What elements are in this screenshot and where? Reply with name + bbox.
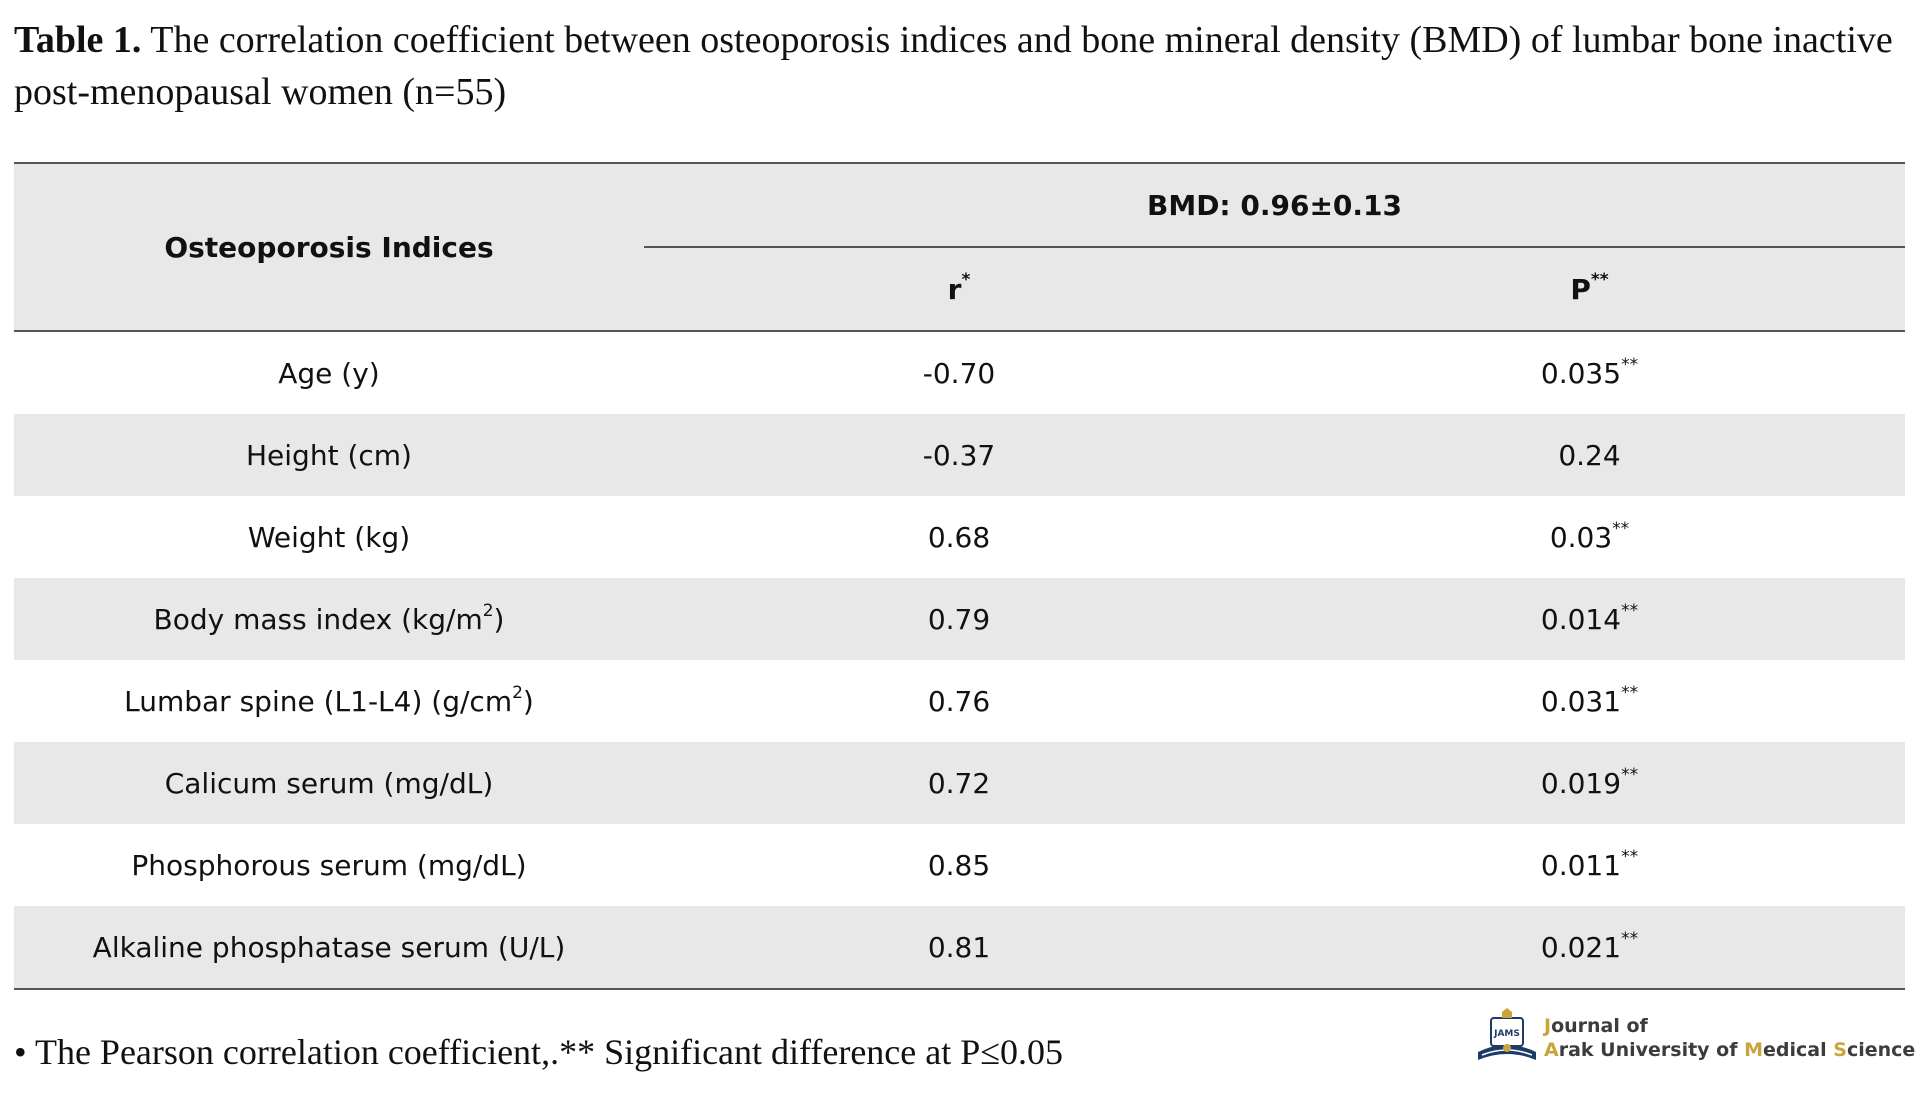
table-row: Calicum serum (mg/dL) 0.72 0.019**	[14, 742, 1905, 824]
table-body: Age (y) -0.70 0.035** Height (cm) -0.37 …	[14, 331, 1905, 989]
cell-index: Lumbar spine (L1-L4) (g/cm2)	[14, 660, 644, 742]
header-row-group: Osteoporosis Indices BMD: 0.96±0.13	[14, 163, 1905, 264]
index-text: Alkaline phosphatase serum (U/L)	[92, 930, 566, 964]
table-label: Table 1.	[14, 19, 142, 61]
cell-r: 0.72	[927, 766, 991, 800]
cell-r: -0.37	[922, 438, 996, 472]
p-mark: **	[1621, 846, 1639, 867]
correlation-table-container: Osteoporosis Indices BMD: 0.96±0.13 r* P…	[14, 162, 1905, 990]
header-r-mark: *	[961, 269, 971, 290]
index-text: Age (y)	[278, 356, 380, 390]
header-p-mark: **	[1590, 269, 1609, 290]
index-after: )	[522, 684, 534, 718]
header-r: r*	[644, 246, 1274, 331]
journal-name-part: edical	[1763, 1039, 1834, 1061]
cell-p: 0.035**	[1274, 331, 1905, 414]
journal-logo: JAMS Journal of Arak University of Medic…	[1472, 1008, 1915, 1070]
p-mark: **	[1621, 682, 1639, 703]
correlation-table: Osteoporosis Indices BMD: 0.96±0.13 r* P…	[14, 162, 1905, 990]
p-value: 0.03	[1549, 520, 1613, 554]
cell-index: Body mass index (kg/m2)	[14, 578, 644, 660]
table-row: Alkaline phosphatase serum (U/L) 0.81 0.…	[14, 906, 1905, 989]
header-r-label: r	[947, 272, 962, 306]
p-mark: **	[1621, 928, 1639, 949]
table-row: Body mass index (kg/m2) 0.79 0.014**	[14, 578, 1905, 660]
journal-name-part: ciences	[1846, 1039, 1915, 1061]
p-value: 0.031	[1540, 684, 1622, 718]
index-after: )	[493, 602, 505, 636]
journal-name-line1-text: ournal of	[1551, 1015, 1648, 1037]
cell-r: 0.81	[927, 930, 991, 964]
table-row: Weight (kg) 0.68 0.03**	[14, 496, 1905, 578]
p-mark: **	[1621, 764, 1639, 785]
table-row: Phosphorous serum (mg/dL) 0.85 0.011**	[14, 824, 1905, 906]
header-osteoporosis-indices: Osteoporosis Indices	[164, 230, 494, 264]
header-p: P**	[1274, 246, 1905, 331]
table-row: Age (y) -0.70 0.035**	[14, 331, 1905, 414]
index-text: Body mass index (kg/m	[153, 602, 483, 636]
p-value: 0.021	[1540, 930, 1622, 964]
p-value: 0.011	[1540, 848, 1622, 882]
cell-r: 0.79	[927, 602, 991, 636]
cell-r: -0.70	[922, 356, 996, 390]
journal-name-line1: Journal of	[1544, 1014, 1915, 1038]
header-p-label: P	[1570, 272, 1591, 306]
p-value: 0.035	[1540, 356, 1622, 390]
index-text: Phosphorous serum (mg/dL)	[131, 848, 527, 882]
index-text: Lumbar spine (L1-L4) (g/cm	[124, 684, 513, 718]
table-row: Height (cm) -0.37 0.24	[14, 414, 1905, 496]
emblem-text: JAMS	[1493, 1029, 1520, 1039]
index-text: Weight (kg)	[247, 520, 411, 554]
cell-p: 0.019**	[1274, 742, 1905, 824]
header-bmd-group: BMD: 0.96±0.13	[1146, 188, 1403, 222]
cell-index: Alkaline phosphatase serum (U/L)	[14, 906, 644, 989]
cell-p: 0.031**	[1274, 660, 1905, 742]
index-sup: 2	[512, 682, 523, 703]
journal-name: Journal of Arak University of Medical Sc…	[1544, 1014, 1915, 1062]
cell-p: 0.021**	[1274, 906, 1905, 989]
cell-index: Age (y)	[14, 331, 644, 414]
journal-initial-s: S	[1833, 1039, 1847, 1061]
journal-name-line2: Arak University of Medical Sciences	[1544, 1038, 1915, 1062]
p-mark: **	[1621, 354, 1639, 375]
table-caption: Table 1. The correlation coefficient bet…	[14, 14, 1904, 118]
cell-p: 0.24	[1274, 414, 1905, 496]
cell-index: Phosphorous serum (mg/dL)	[14, 824, 644, 906]
cell-r: 0.68	[927, 520, 991, 554]
journal-initial-m: M	[1744, 1039, 1764, 1061]
journal-emblem-icon: JAMS	[1478, 1008, 1536, 1060]
cell-r: 0.76	[927, 684, 991, 718]
journal-name-part: rak University of	[1558, 1039, 1745, 1061]
index-sup: 2	[482, 600, 494, 621]
cell-index: Height (cm)	[14, 414, 644, 496]
p-value: 0.019	[1540, 766, 1622, 800]
p-mark: **	[1621, 600, 1639, 621]
p-value: 0.24	[1558, 438, 1621, 472]
cell-index: Calicum serum (mg/dL)	[14, 742, 644, 824]
cell-p: 0.03**	[1274, 496, 1905, 578]
journal-initial-a: A	[1544, 1039, 1559, 1061]
caption-text: The correlation coefficient between oste…	[14, 19, 1893, 113]
p-mark: **	[1612, 518, 1630, 539]
index-text: Height (cm)	[246, 438, 412, 472]
p-value: 0.014	[1540, 602, 1622, 636]
cell-index: Weight (kg)	[14, 496, 644, 578]
cell-r: 0.85	[927, 848, 991, 882]
cell-p: 0.011**	[1274, 824, 1905, 906]
journal-initial-j: J	[1544, 1015, 1552, 1037]
cell-p: 0.014**	[1274, 578, 1905, 660]
table-row: Lumbar spine (L1-L4) (g/cm2) 0.76 0.031*…	[14, 660, 1905, 742]
table-footnote: • The Pearson correlation coefficient,.*…	[14, 1032, 1064, 1072]
index-text: Calicum serum (mg/dL)	[164, 766, 494, 800]
